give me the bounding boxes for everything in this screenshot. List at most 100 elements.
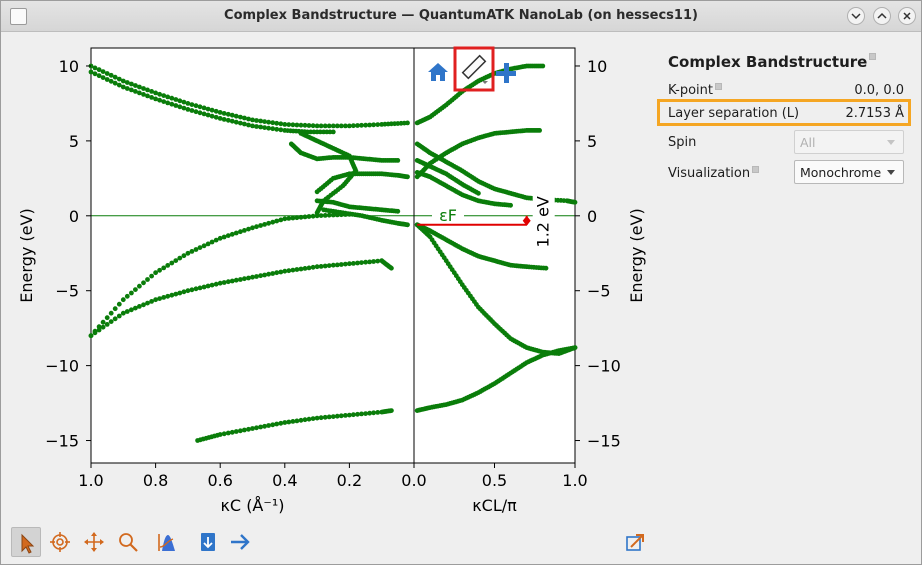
band-point [286, 419, 292, 425]
select-tool-button[interactable] [11, 527, 41, 557]
band-point [197, 245, 203, 251]
band-point [405, 120, 410, 126]
band-point [262, 423, 267, 429]
band-point [363, 259, 368, 265]
target-tool-button[interactable] [45, 527, 75, 557]
x-tick-label-left: 0.6 [207, 471, 232, 490]
band-point [149, 89, 155, 94]
pan-tool-button[interactable] [79, 527, 109, 557]
band-point [201, 243, 207, 249]
visualization-select[interactable]: Monochrome [794, 160, 904, 184]
y-tick-label-left: −15 [45, 432, 79, 451]
band-point [100, 69, 106, 74]
band-point [250, 117, 255, 123]
band-point [294, 122, 300, 128]
band-point [389, 408, 394, 413]
minimize-button[interactable] [847, 7, 865, 25]
export-button[interactable] [193, 527, 223, 557]
maximize-button[interactable] [873, 7, 891, 25]
band-point [363, 122, 368, 128]
next-button[interactable] [225, 527, 255, 557]
fermi-label-background [432, 205, 464, 224]
band-point [254, 425, 259, 431]
band-point [246, 226, 251, 232]
band-point [355, 411, 360, 417]
band-point [330, 212, 336, 218]
fermi-label: εF [439, 206, 457, 225]
y-tick-label-right: −5 [587, 282, 611, 301]
left-band-6 [298, 131, 359, 216]
band-point [310, 416, 316, 421]
layer-separation-highlight [657, 99, 911, 126]
band-point [367, 259, 372, 265]
left-band-8 [321, 207, 410, 228]
bandstructure-plot[interactable]: 10 10 5 5 0 0 −5 −5 −10 −10 −15 −15 1.0 0.8 0.6 0.4 0.2 0… [2, 33, 650, 525]
band-point [88, 333, 94, 339]
plot-canvas[interactable]: 10 10 5 5 0 0 −5 −5 −10 −10 −15 −15 1.0 0.8 0.6 0.4 0.2 0… [2, 33, 650, 525]
band-point [189, 108, 195, 113]
band-point [322, 213, 328, 218]
band-point [282, 420, 288, 425]
band-point [266, 423, 271, 428]
fermi-tool-button[interactable] [151, 527, 181, 557]
detach-button[interactable] [621, 527, 651, 557]
close-button[interactable] [898, 7, 916, 25]
help-icon[interactable] [869, 53, 877, 60]
band-point [238, 229, 243, 235]
band-point [129, 290, 134, 296]
help-icon[interactable] [715, 83, 723, 90]
band-point [233, 230, 239, 236]
panel-title: Complex Bandstructure [668, 53, 877, 71]
x-tick-label-left: 0.0 [401, 471, 426, 490]
band-point [213, 108, 219, 114]
right-band-7 [414, 345, 578, 413]
band-point [278, 420, 284, 426]
left-band-7 [314, 171, 410, 195]
band-point [112, 306, 118, 312]
band-point [112, 74, 118, 80]
band-point [250, 426, 255, 431]
pointer-icon [21, 533, 35, 554]
home-shape [428, 63, 448, 81]
band-point [104, 71, 110, 76]
band-point [141, 302, 146, 308]
band-point [157, 267, 163, 273]
help-icon[interactable] [752, 166, 760, 173]
band-point [197, 104, 203, 110]
band-point [270, 219, 276, 225]
band-point [181, 105, 187, 111]
band-point [572, 345, 578, 350]
band-point [96, 67, 102, 73]
band-point [306, 265, 312, 271]
band-point [193, 286, 199, 292]
spin-select: All [794, 130, 904, 154]
left-band-3 [88, 258, 394, 339]
band-point [278, 217, 284, 223]
band-point [371, 410, 376, 416]
band-point [326, 212, 332, 218]
band-point [308, 129, 313, 135]
band-point [262, 119, 267, 124]
band-point [205, 106, 211, 112]
fermi-tool-icon [158, 534, 175, 551]
band-point [221, 111, 227, 116]
band-point [137, 283, 142, 289]
band-point [229, 118, 235, 124]
app-icon [10, 8, 27, 25]
right-x-axis-label: κCL/π [472, 496, 517, 515]
y-tick-label-left: 5 [69, 132, 79, 151]
band-point [274, 120, 280, 126]
band-point [96, 73, 102, 79]
band-point [104, 77, 110, 82]
spin-select-value: All [800, 135, 816, 150]
band-point [197, 285, 203, 291]
zoom-tool-button[interactable] [113, 527, 143, 557]
next-arrow-icon [231, 534, 250, 550]
band-point [254, 274, 259, 279]
band-point [540, 63, 546, 69]
band-point [290, 267, 296, 273]
right-band-2 [414, 141, 578, 205]
ruler-highlight-box [453, 46, 495, 92]
band-point [395, 208, 401, 214]
band-point [282, 216, 288, 222]
